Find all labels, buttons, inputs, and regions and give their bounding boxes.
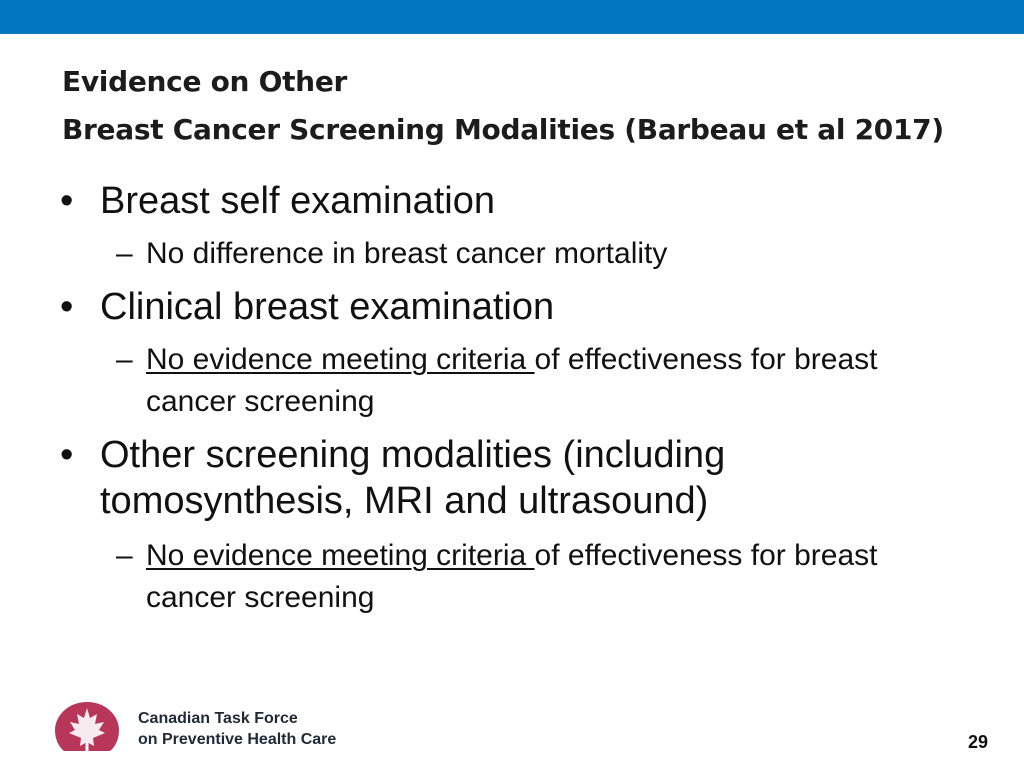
bullet-marker: • (60, 286, 74, 328)
title-line-1: Evidence on Other (62, 65, 348, 98)
bullet-marker: • (60, 180, 74, 222)
page-number: 29 (967, 732, 988, 752)
sub-bullet-marker: – (116, 237, 133, 270)
top-accent-bar (0, 0, 1024, 34)
sub-bullet-item: No difference in breast cancer mortality (146, 233, 966, 275)
org-line-2: on Preventive Health Care (138, 731, 337, 748)
sub-bullet-text: No difference in breast cancer mortality (146, 237, 668, 270)
sub-bullet-text: of effectiveness for breast cancer scree… (146, 343, 878, 418)
bullet-marker: • (60, 434, 74, 476)
sub-bullet-text: of effectiveness for breast cancer scree… (146, 539, 878, 614)
bullet-item: Clinical breast examination (100, 286, 555, 328)
slide-title: Evidence on Other Breast Cancer Screenin… (62, 58, 1002, 154)
organization-name: Canadian Task Force on Preventive Health… (138, 708, 336, 750)
sub-bullet-marker: – (116, 343, 133, 376)
org-line-1: Canadian Task Force (138, 710, 298, 727)
maple-leaf-logo-icon (55, 702, 119, 751)
sub-bullet-item: No evidence meeting criteria of effectiv… (146, 535, 966, 619)
bullet-item: Other screening modalities (including to… (100, 434, 726, 522)
sub-bullet-underlined: No evidence meeting criteria (146, 343, 535, 376)
bullet-item: Breast self examination (100, 180, 495, 222)
sub-bullet-underlined: No evidence meeting criteria (146, 539, 535, 572)
sub-bullet-item: No evidence meeting criteria of effectiv… (146, 339, 966, 423)
sub-bullet-marker: – (116, 539, 133, 572)
title-line-2: Breast Cancer Screening Modalities (Barb… (62, 113, 944, 146)
